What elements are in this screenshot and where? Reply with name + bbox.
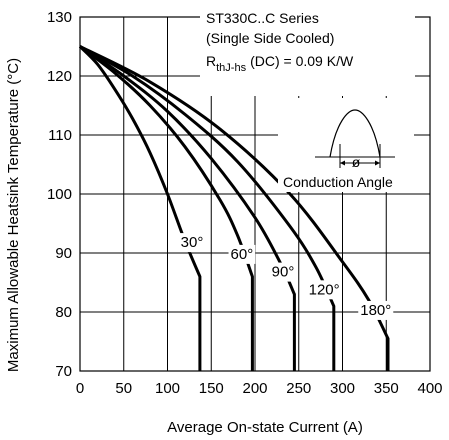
curve-120deg xyxy=(79,45,336,371)
phi-symbol: ø xyxy=(352,154,361,170)
rth-subscript: thJ-hs xyxy=(216,62,246,74)
y-tick-label: 100 xyxy=(47,186,72,203)
x-tick-label: 100 xyxy=(155,380,180,397)
curve-label: 60° xyxy=(231,246,254,263)
rth-rest: (DC) = 0.09 K/W xyxy=(250,53,354,69)
ticks: 0 50 100 150 200 250 300 350 400 70 80 90 100 110 120 1… xyxy=(47,9,443,397)
conduction-angle-inset: ø Conduction Angle xyxy=(278,98,414,192)
rth-main: R xyxy=(206,53,216,69)
curve-label-background xyxy=(178,233,206,253)
x-tick-label: 200 xyxy=(242,380,267,397)
curve-label: 90° xyxy=(272,264,295,281)
x-tick-label: 250 xyxy=(286,380,311,397)
series-annotation: ST330C..C Series (Single Side Cooled) Rt… xyxy=(200,8,415,96)
y-tick-label: 130 xyxy=(47,9,72,26)
curve-label: 180° xyxy=(360,302,391,319)
x-tick-label: 150 xyxy=(199,380,224,397)
annotation-cooling: (Single Side Cooled) xyxy=(206,30,334,46)
conduction-angle-label: Conduction Angle xyxy=(283,174,393,190)
x-axis-title: Average On-state Current (A) xyxy=(167,419,363,436)
annotation-series-name: ST330C..C Series xyxy=(206,10,319,26)
curve-label-background xyxy=(269,262,297,282)
curve-180deg xyxy=(79,45,390,371)
curve-label-background xyxy=(228,244,256,264)
curve-label-background xyxy=(306,280,342,300)
half-sine-waveform xyxy=(329,109,381,158)
x-tick-label: 50 xyxy=(115,380,132,397)
y-tick-label: 80 xyxy=(55,304,72,321)
y-tick-label: 90 xyxy=(55,245,72,262)
x-tick-label: 300 xyxy=(330,380,355,397)
curve-60deg xyxy=(79,45,254,371)
x-tick-label: 350 xyxy=(374,380,399,397)
curve-label: 30° xyxy=(181,234,204,251)
x-tick-label: 400 xyxy=(417,380,442,397)
y-tick-label: 120 xyxy=(47,68,72,85)
y-axis-title: Maximum Allowable Heatsink Temperature (… xyxy=(5,58,22,372)
y-tick-label: 110 xyxy=(48,127,72,144)
y-tick-label: 70 xyxy=(55,363,72,380)
x-tick-label: 0 xyxy=(76,380,84,397)
curve-label-background xyxy=(358,300,394,320)
annotation-rth: RthJ-hs (DC) = 0.09 K/W xyxy=(206,53,354,74)
curve-labels: 30° 60° 90° 120° 180° xyxy=(178,233,394,320)
curve-label: 120° xyxy=(309,281,340,298)
